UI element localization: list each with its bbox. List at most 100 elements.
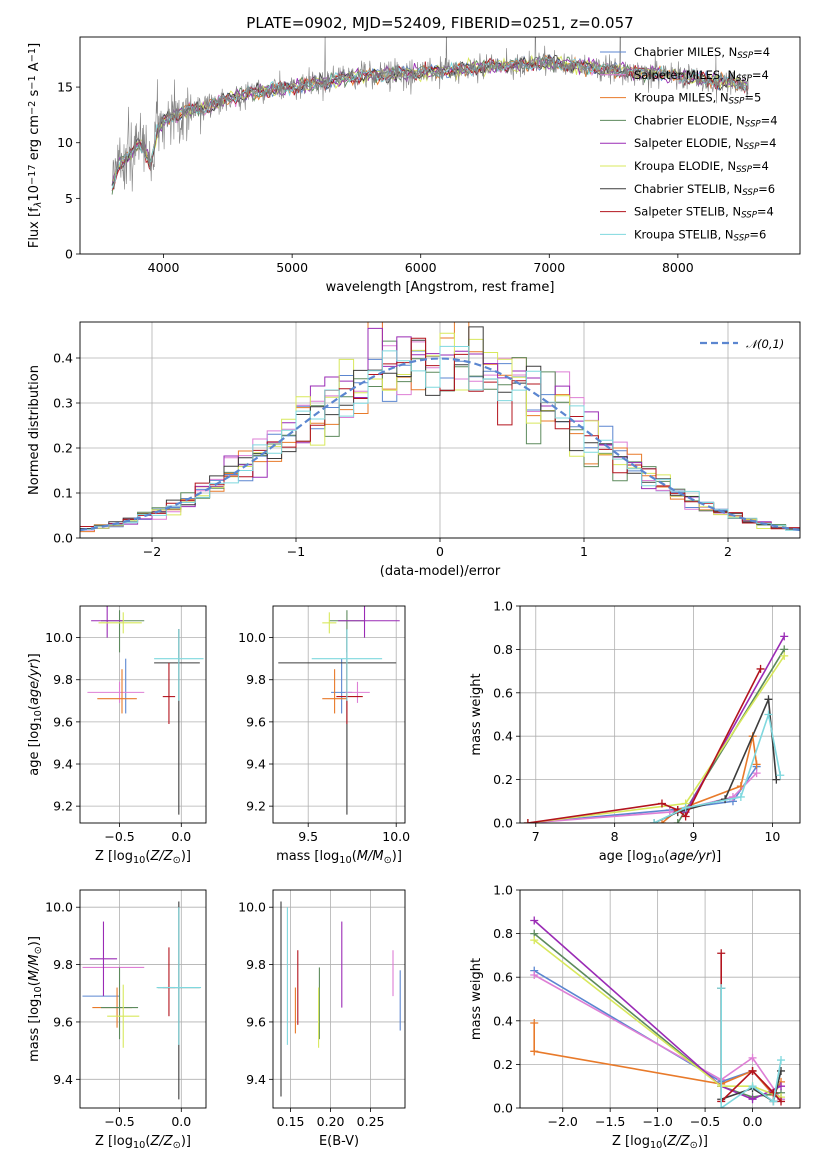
x-tick-label: −1.0 bbox=[642, 1114, 672, 1129]
y-tick-label: 9.6 bbox=[246, 1014, 266, 1029]
x-tick-label: −1.5 bbox=[595, 1114, 625, 1129]
y-tick-label: 15 bbox=[57, 80, 73, 95]
x-tick-label: 4000 bbox=[148, 260, 180, 275]
data-point-marker bbox=[780, 651, 789, 660]
y-tick-label: 0.8 bbox=[493, 926, 513, 941]
series-line-1 bbox=[527, 772, 758, 823]
y-tick-label: 0.6 bbox=[493, 970, 513, 985]
axes-frame bbox=[519, 605, 801, 824]
legend: Chabrier MILES, NSSP=4 Salpeter MILES, NS… bbox=[600, 45, 778, 244]
y-tick-label: 0.4 bbox=[493, 729, 513, 744]
y-tick-label: 9.4 bbox=[53, 1072, 73, 1087]
data-point-marker bbox=[752, 760, 761, 769]
y-tick-label: 1.0 bbox=[493, 599, 513, 614]
data-point-marker bbox=[717, 1104, 726, 1108]
y-axis-label: age [log10(age/yr)] bbox=[27, 653, 44, 776]
y-tick-label: 9.4 bbox=[246, 1072, 266, 1087]
data-point-marker bbox=[530, 1047, 539, 1056]
mass_vs_Z-plot-area bbox=[82, 901, 202, 1100]
data-point-marker bbox=[650, 819, 659, 823]
y-tick-label: 0.0 bbox=[493, 816, 513, 831]
age_vs_mass-plot-area bbox=[278, 606, 400, 815]
axes-frame bbox=[79, 605, 207, 824]
normal-reference-curve bbox=[80, 357, 800, 532]
data-point-marker bbox=[780, 632, 789, 641]
legend-entry: Chabrier STELIB, NSSP=6 bbox=[634, 182, 775, 198]
data-point-marker bbox=[756, 664, 765, 673]
data-point-marker bbox=[657, 799, 666, 808]
y-tick-label: 0.0 bbox=[493, 1101, 513, 1116]
x-axis-label: mass [log10(M/M⊙)] bbox=[276, 849, 402, 866]
y-tick-label: 0.2 bbox=[493, 1057, 513, 1072]
x-tick-label: 10 bbox=[764, 829, 780, 844]
y-axis-label: Normed distribution bbox=[27, 365, 42, 495]
y-tick-label: 9.2 bbox=[53, 799, 73, 814]
data-point-marker bbox=[736, 782, 745, 791]
data-point-marker bbox=[748, 1082, 757, 1091]
data-point-marker bbox=[777, 1082, 786, 1091]
data-point-marker bbox=[736, 792, 745, 801]
y-tick-label: 10.0 bbox=[238, 900, 266, 915]
weight_vs_age-axes: 7 8 9 10 0.0 0.2 0.4 0.6 0.8 1.0 age [log10(age/yr… bbox=[469, 599, 801, 866]
legend-entry: Salpeter MILES, NSSP=4 bbox=[634, 68, 769, 84]
x-tick-label: 0.20 bbox=[317, 1114, 345, 1129]
axes-frame bbox=[79, 36, 801, 255]
x-tick-label: 0.0 bbox=[171, 1114, 191, 1129]
series-line-3 bbox=[533, 932, 782, 1098]
y-tick-label: 10.0 bbox=[45, 900, 73, 915]
axes-frame bbox=[272, 605, 406, 824]
series-line-1 bbox=[533, 974, 782, 1100]
data-point-marker bbox=[769, 1088, 778, 1097]
data-point-marker bbox=[717, 949, 726, 958]
y-tick-label: 9.8 bbox=[246, 672, 266, 687]
x-tick-label: −0.5 bbox=[104, 1114, 134, 1129]
x-axis-label: (data-model)/error bbox=[380, 564, 501, 579]
data-point-marker bbox=[752, 769, 761, 778]
y-tick-label: 9.6 bbox=[53, 1014, 73, 1029]
x-tick-label: −2 bbox=[143, 544, 161, 559]
axes-frame bbox=[272, 889, 406, 1109]
y-tick-label: 10.0 bbox=[45, 630, 73, 645]
age_vs_Z-plot-area bbox=[87, 606, 204, 815]
observed-spectrum bbox=[111, 37, 749, 192]
y-tick-label: 9.8 bbox=[246, 957, 266, 972]
y-tick-label: 0.6 bbox=[493, 685, 513, 700]
legend-entry: Chabrier MILES, NSSP=4 bbox=[634, 45, 770, 61]
age_vs_mass-axes: 9.5 10.0 9.2 9.4 9.6 9.8 10.0 mass [log10(M/M⊙)… bbox=[238, 605, 410, 866]
y-tick-label: 0 bbox=[65, 247, 73, 262]
y-tick-label: 0.0 bbox=[53, 531, 73, 546]
data-point-marker bbox=[530, 971, 539, 980]
axes-frame bbox=[519, 889, 801, 1109]
chart-title: PLATE=0902, MJD=52409, FIBERID=0251, z=0… bbox=[246, 14, 633, 32]
y-tick-label: 0.4 bbox=[53, 351, 73, 366]
data-point-marker bbox=[772, 775, 781, 784]
y-tick-label: 9.4 bbox=[53, 757, 73, 772]
y-tick-label: 0.3 bbox=[53, 396, 73, 411]
data-point-marker bbox=[748, 1053, 757, 1062]
residuals-axes: −2 −1 0 1 2 0.0 0.1 0.2 0.3 0.4 (data-model)/error… bbox=[27, 321, 801, 579]
data-point-marker bbox=[681, 803, 690, 812]
series-line-5 bbox=[527, 655, 785, 823]
data-point-marker bbox=[657, 819, 666, 823]
x-tick-label: 0 bbox=[436, 544, 444, 559]
y-tick-label: 0.1 bbox=[53, 486, 73, 501]
y-tick-label: 1.0 bbox=[493, 883, 513, 898]
mass_vs_Z-axes: −0.5 0.0 9.4 9.6 9.8 10.0 Z [log10(Z/Z⊙)] mass … bbox=[27, 889, 207, 1151]
residual-histogram-8 bbox=[80, 345, 800, 531]
data-point-marker bbox=[764, 695, 773, 704]
y-tick-label: 10.0 bbox=[238, 630, 266, 645]
x-tick-label: −0.5 bbox=[690, 1114, 720, 1129]
residual-plot-area bbox=[80, 322, 800, 533]
y-tick-label: 9.6 bbox=[246, 714, 266, 729]
x-axis-label: age [log10(age/yr)] bbox=[599, 849, 722, 866]
y-tick-label: 0.2 bbox=[493, 772, 513, 787]
y-tick-label: 10 bbox=[57, 135, 73, 150]
weight_vs_Z-plot-area bbox=[530, 916, 786, 1108]
series-line-4 bbox=[533, 919, 782, 1101]
data-point-marker bbox=[523, 819, 532, 823]
y-axis-label: Flux [fλ10−17 erg cm−2 s−1 A−1] bbox=[27, 43, 44, 248]
y-tick-label: 0.4 bbox=[493, 1013, 513, 1028]
y-tick-label: 5 bbox=[65, 191, 73, 206]
weight_vs_Z-axes: −2.0 −1.5 −1.0 −0.5 0.0 0.0 0.2 0.4 0.6 0.8 1.0 Z [… bbox=[469, 883, 801, 1151]
